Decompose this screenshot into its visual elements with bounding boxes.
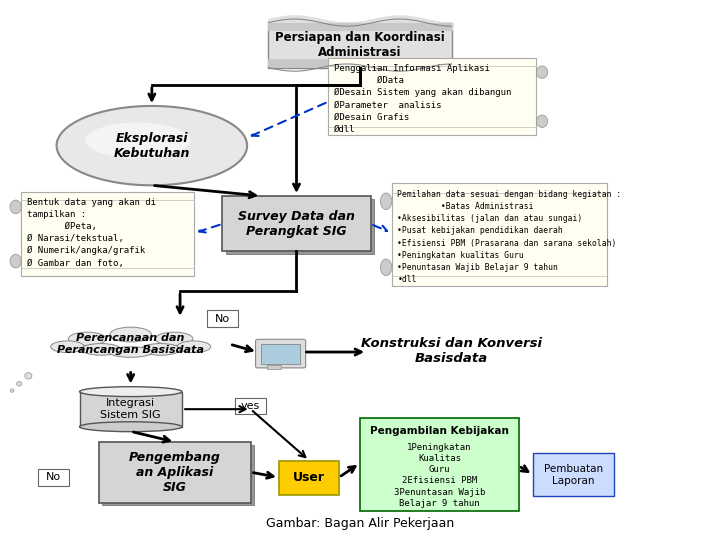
Text: No: No xyxy=(45,472,60,482)
Ellipse shape xyxy=(57,106,247,185)
FancyBboxPatch shape xyxy=(279,461,339,495)
FancyBboxPatch shape xyxy=(79,392,182,427)
Text: 1Peningkatan
Kualitas
Guru
2Efisiensi PBM
3Penuntasan Wajib
Belajar 9 tahun: 1Peningkatan Kualitas Guru 2Efisiensi PB… xyxy=(394,443,485,508)
FancyBboxPatch shape xyxy=(267,365,281,369)
FancyBboxPatch shape xyxy=(235,397,266,415)
Ellipse shape xyxy=(10,254,22,268)
FancyBboxPatch shape xyxy=(207,310,238,327)
Ellipse shape xyxy=(380,259,392,275)
Ellipse shape xyxy=(380,193,392,210)
FancyBboxPatch shape xyxy=(360,418,518,511)
FancyBboxPatch shape xyxy=(99,442,251,503)
Text: Persiapan dan Koordinasi
Administrasi: Persiapan dan Koordinasi Administrasi xyxy=(275,31,445,59)
Text: Perencanaan dan
Perancangan Basisdata: Perencanaan dan Perancangan Basisdata xyxy=(57,333,204,355)
FancyBboxPatch shape xyxy=(22,192,194,276)
FancyBboxPatch shape xyxy=(256,339,306,368)
Ellipse shape xyxy=(536,115,548,127)
Ellipse shape xyxy=(156,332,193,346)
Text: User: User xyxy=(293,471,325,484)
Text: Gambar: Bagan Alir Pekerjaan: Gambar: Bagan Alir Pekerjaan xyxy=(266,517,454,530)
Ellipse shape xyxy=(50,341,84,353)
Ellipse shape xyxy=(79,422,182,431)
Ellipse shape xyxy=(81,343,121,355)
FancyBboxPatch shape xyxy=(102,444,254,505)
FancyBboxPatch shape xyxy=(328,58,536,135)
FancyBboxPatch shape xyxy=(222,196,371,252)
Text: Pengembang
an Aplikasi
SIG: Pengembang an Aplikasi SIG xyxy=(129,451,221,494)
Ellipse shape xyxy=(536,66,548,78)
Ellipse shape xyxy=(79,387,182,396)
FancyBboxPatch shape xyxy=(392,183,607,286)
Ellipse shape xyxy=(10,389,14,392)
FancyBboxPatch shape xyxy=(269,23,451,31)
Ellipse shape xyxy=(177,341,211,353)
Text: Integrasi
Sistem SIG: Integrasi Sistem SIG xyxy=(100,399,161,420)
Text: Survey Data dan
Perangkat SIG: Survey Data dan Perangkat SIG xyxy=(238,210,355,238)
Text: yes: yes xyxy=(241,401,260,411)
Text: Pemilahan data sesuai dengan bidang kegiatan :
         •Batas Administrasi
•Aks: Pemilahan data sesuai dengan bidang kegi… xyxy=(397,190,621,284)
Text: Penggalian Informasi Aplikasi
        ØData
ØDesain Sistem yang akan dibangun
ØP: Penggalian Informasi Aplikasi ØData ØDes… xyxy=(334,64,511,134)
Ellipse shape xyxy=(86,123,190,158)
Ellipse shape xyxy=(10,200,22,214)
FancyBboxPatch shape xyxy=(269,23,451,68)
Text: Eksplorasi
Kebutuhan: Eksplorasi Kebutuhan xyxy=(114,132,190,160)
Ellipse shape xyxy=(109,347,153,357)
Text: Pengambilan Kebijakan: Pengambilan Kebijakan xyxy=(370,426,509,436)
FancyBboxPatch shape xyxy=(269,59,451,68)
Ellipse shape xyxy=(140,343,180,355)
Ellipse shape xyxy=(24,373,32,379)
Ellipse shape xyxy=(110,327,151,342)
Ellipse shape xyxy=(68,332,106,346)
Text: Bentuk data yang akan di
tampilkan :
       ØPeta,
Ø Narasi/tekstual,
Ø Numerik/: Bentuk data yang akan di tampilkan : ØPe… xyxy=(27,198,156,268)
Text: Pembuatan
Laporan: Pembuatan Laporan xyxy=(544,464,603,485)
FancyBboxPatch shape xyxy=(37,469,68,486)
FancyBboxPatch shape xyxy=(226,199,374,254)
FancyBboxPatch shape xyxy=(533,453,614,496)
FancyBboxPatch shape xyxy=(261,344,300,364)
Text: Konstruksi dan Konversi
Basisdata: Konstruksi dan Konversi Basisdata xyxy=(361,337,542,365)
Text: No: No xyxy=(215,314,230,323)
Ellipse shape xyxy=(17,382,22,386)
